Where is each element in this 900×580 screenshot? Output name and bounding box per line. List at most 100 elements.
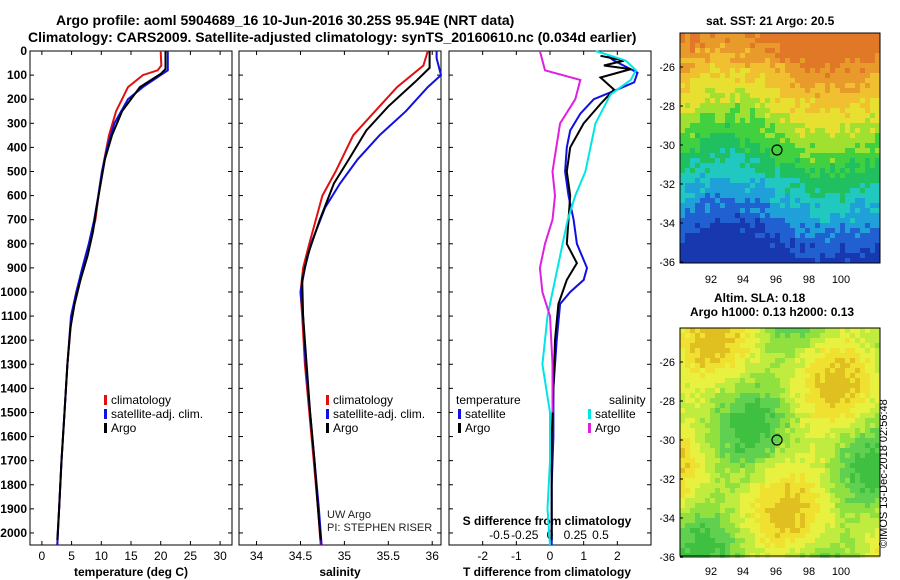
title-line-1: Argo profile: aoml 5904689_16 10-Jun-201… (56, 12, 515, 28)
depth-tick-label: 0 (20, 44, 27, 58)
argo-position-marker-sla (771, 434, 783, 446)
legend-label: Argo (465, 421, 491, 435)
sla-map-title-2: Argo h1000: 0.13 h2000: 0.13 (690, 305, 855, 319)
legend-temperature-title: temperature (456, 393, 521, 407)
maps: -26 -28 -30 -32 -34 -36 92 94 96 98 100 -26 -28 -30 -3… (660, 32, 881, 578)
x-tick-label: 34 (250, 549, 264, 563)
legend-label: satellite-adj. clim. (111, 407, 203, 421)
depth-tick-label: 1200 (0, 333, 27, 347)
x-tick-label: 0 (547, 549, 554, 563)
depth-tick-label: 400 (7, 140, 27, 154)
map-lon-label: 94 (737, 566, 749, 578)
legend-label: satellite (465, 407, 506, 421)
annotation-uw-argo: UW Argo (327, 509, 371, 521)
sla-map (680, 328, 880, 558)
argo-position-marker-sst (771, 144, 783, 156)
depth-tick-label: 1100 (1, 309, 27, 323)
map-lat-label: -28 (660, 396, 675, 408)
x-tick-label: 20 (154, 549, 168, 563)
credit-stamp: ©IMOS 13-Dec-2018 02:56:48 (878, 399, 890, 548)
s-tick-label: -0.25 (511, 528, 539, 542)
legend-label: satellite (595, 407, 636, 421)
series-line-d2 (541, 50, 638, 546)
map-lon-label: 92 (705, 274, 717, 286)
sla-map-title-1: Altim. SLA: 0.18 (714, 291, 806, 305)
x-tick-label: 35 (338, 549, 352, 563)
legend-label: climatology (333, 393, 393, 407)
legend-label: Argo (111, 421, 137, 435)
depth-tick-label: 1300 (0, 357, 27, 371)
x-tick-label: 35.5 (377, 549, 401, 563)
legend-salinity-title: salinity (609, 393, 646, 407)
series-line-d3 (538, 50, 582, 413)
x-tick-label: 34.5 (289, 549, 313, 563)
series-line-d1 (550, 54, 632, 541)
legend-swatch (458, 409, 461, 419)
map-lat-label: -32 (660, 179, 675, 191)
legend-swatch (326, 409, 329, 419)
depth-tick-label: 300 (7, 116, 27, 130)
legend-label: climatology (111, 393, 171, 407)
x-tick-label: 0 (39, 549, 46, 563)
depth-tick-label: 800 (7, 237, 27, 251)
map-lat-label: -36 (660, 552, 675, 564)
s-tick-label: 0.25 (564, 528, 588, 542)
series-line-s0 (299, 50, 429, 546)
depth-tick-label: 1600 (0, 430, 27, 444)
legend-swatch (104, 409, 107, 419)
legend-swatch (588, 423, 591, 433)
map-lon-label: 94 (737, 274, 749, 286)
legend-swatch (104, 395, 107, 405)
legend-label: Argo (333, 421, 359, 435)
series-line-s2 (301, 51, 431, 541)
depth-tick-label: 200 (7, 92, 27, 106)
depth-tick-label: 1800 (0, 478, 27, 492)
map-lat-label: -26 (660, 357, 675, 369)
sla-map-frame (679, 327, 881, 557)
depth-tick-label: 1500 (0, 405, 27, 419)
title-line-2: Climatology: CARS2009. Satellite-adjuste… (28, 29, 637, 45)
depth-tick-label: 700 (7, 213, 27, 227)
map-lat-label: -34 (660, 218, 675, 230)
x-tick-label: 15 (124, 549, 138, 563)
map-lat-label: -32 (660, 474, 675, 486)
depth-tick-label: 1700 (0, 454, 27, 468)
depth-tick-label: 500 (7, 164, 27, 178)
s-tick-label: -0.5 (489, 528, 510, 542)
s-tick-label: 0.5 (592, 528, 609, 542)
x-tick-label: 30 (213, 549, 227, 563)
sst-map-title: sat. SST: 21 Argo: 20.5 (706, 14, 835, 28)
map-lon-label: 96 (770, 274, 782, 286)
series-line-t2 (56, 51, 167, 541)
sst-map-frame (679, 32, 881, 264)
depth-tick-label: 1900 (0, 502, 27, 516)
depth-tick-label: 100 (7, 68, 27, 82)
map-lon-label: 98 (803, 566, 815, 578)
sst-map (680, 33, 880, 263)
temperature-axis-label: temperature (deg C) (74, 565, 188, 579)
series-line-t0 (56, 50, 163, 546)
s-diff-axis-label: S difference from climatology (463, 514, 632, 528)
map-lat-label: -36 (660, 257, 675, 269)
map-lon-label: 96 (770, 566, 782, 578)
depth-tick-label: 1400 (0, 381, 27, 395)
legend-swatch (104, 423, 107, 433)
x-tick-label: -2 (477, 549, 488, 563)
t-diff-axis-label: T difference from climatology (463, 565, 631, 579)
profile-charts: 0100200300400500600700800900100011001200… (0, 44, 652, 579)
map-lat-label: -28 (660, 101, 675, 113)
depth-tick-label: 1000 (0, 285, 27, 299)
x-tick-label: 25 (184, 549, 198, 563)
legend-swatch (326, 423, 329, 433)
x-tick-label: 1 (580, 549, 587, 563)
map-lat-label: -26 (660, 62, 675, 74)
map-lon-label: 92 (705, 566, 717, 578)
x-tick-label: -1 (511, 549, 522, 563)
x-tick-label: 5 (68, 549, 75, 563)
map-lon-label: 98 (803, 274, 815, 286)
legend-swatch (458, 423, 461, 433)
depth-tick-label: 600 (7, 189, 27, 203)
map-lat-label: -30 (660, 140, 675, 152)
legend-swatch (326, 395, 329, 405)
legend-swatch (588, 409, 591, 419)
